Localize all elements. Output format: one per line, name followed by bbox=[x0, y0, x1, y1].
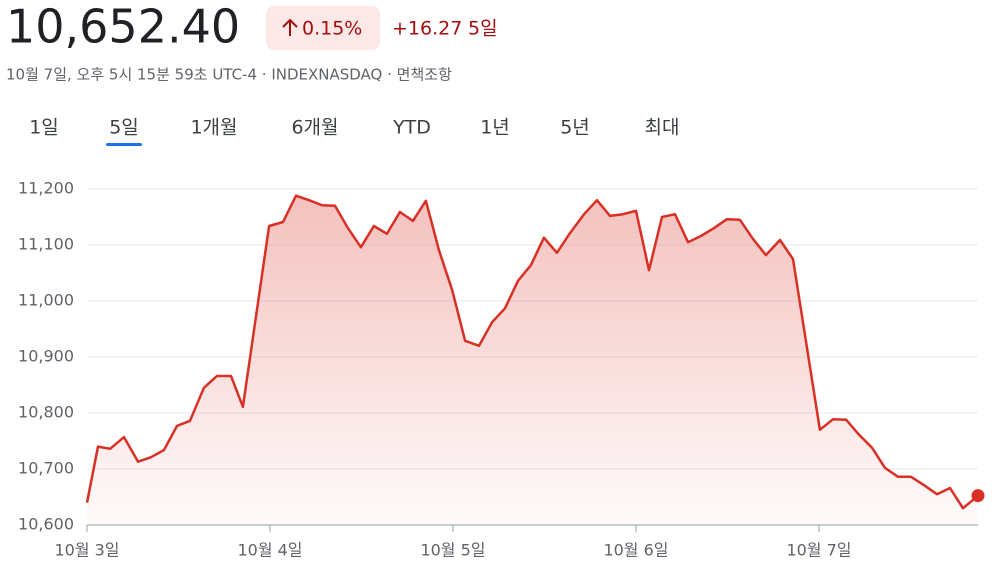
x-tick-label: 10월 4일 bbox=[237, 541, 302, 560]
y-tick-label: 10,800 bbox=[18, 403, 74, 422]
tab[interactable]: 최대 bbox=[645, 117, 680, 139]
tab[interactable]: 1일 bbox=[29, 117, 59, 139]
change-percent: 0.15% bbox=[302, 18, 362, 40]
tab[interactable]: 1개월 bbox=[190, 117, 237, 139]
y-tick-label: 10,900 bbox=[18, 347, 74, 366]
tab[interactable]: 5일 bbox=[109, 117, 139, 139]
tab[interactable]: YTD bbox=[392, 117, 431, 139]
x-tick-label: 10월 6일 bbox=[603, 541, 668, 560]
change-badge bbox=[266, 6, 380, 50]
price: 10,652.40 bbox=[6, 0, 240, 54]
x-tick-label: 10월 5일 bbox=[420, 541, 485, 560]
tabs: 1일 5일 1개월 6개월 YTD 1년 5년 최대 bbox=[29, 117, 680, 146]
tab[interactable]: 5년 bbox=[560, 117, 590, 139]
y-tick-label: 11,000 bbox=[18, 291, 74, 310]
line bbox=[85, 194, 979, 510]
y-tick-label: 10,600 bbox=[18, 515, 74, 534]
tab[interactable]: 6개월 bbox=[291, 117, 338, 139]
end-dot bbox=[971, 489, 985, 503]
y-tick-label: 11,100 bbox=[18, 235, 74, 254]
tab-underline bbox=[106, 143, 142, 146]
area bbox=[87, 195, 978, 525]
plot: 10,600 10,700 10,800 10,900 11,000 11,100 11,2… bbox=[18, 179, 985, 560]
x-tick-label: 10월 7일 bbox=[786, 541, 851, 560]
subtitle: 10월 7일, 오후 5시 15분 59초 UTC-4 · INDEXNASDA… bbox=[6, 66, 452, 84]
period: 5일 bbox=[468, 18, 498, 40]
tab[interactable]: 1년 bbox=[480, 117, 510, 139]
y-tick-label: 10,700 bbox=[18, 459, 74, 478]
x-tick-label: 10월 3일 bbox=[54, 541, 119, 560]
change: +16.27 bbox=[392, 18, 462, 40]
up-arrow bbox=[282, 18, 298, 36]
y-tick-label: 11,200 bbox=[18, 179, 74, 198]
